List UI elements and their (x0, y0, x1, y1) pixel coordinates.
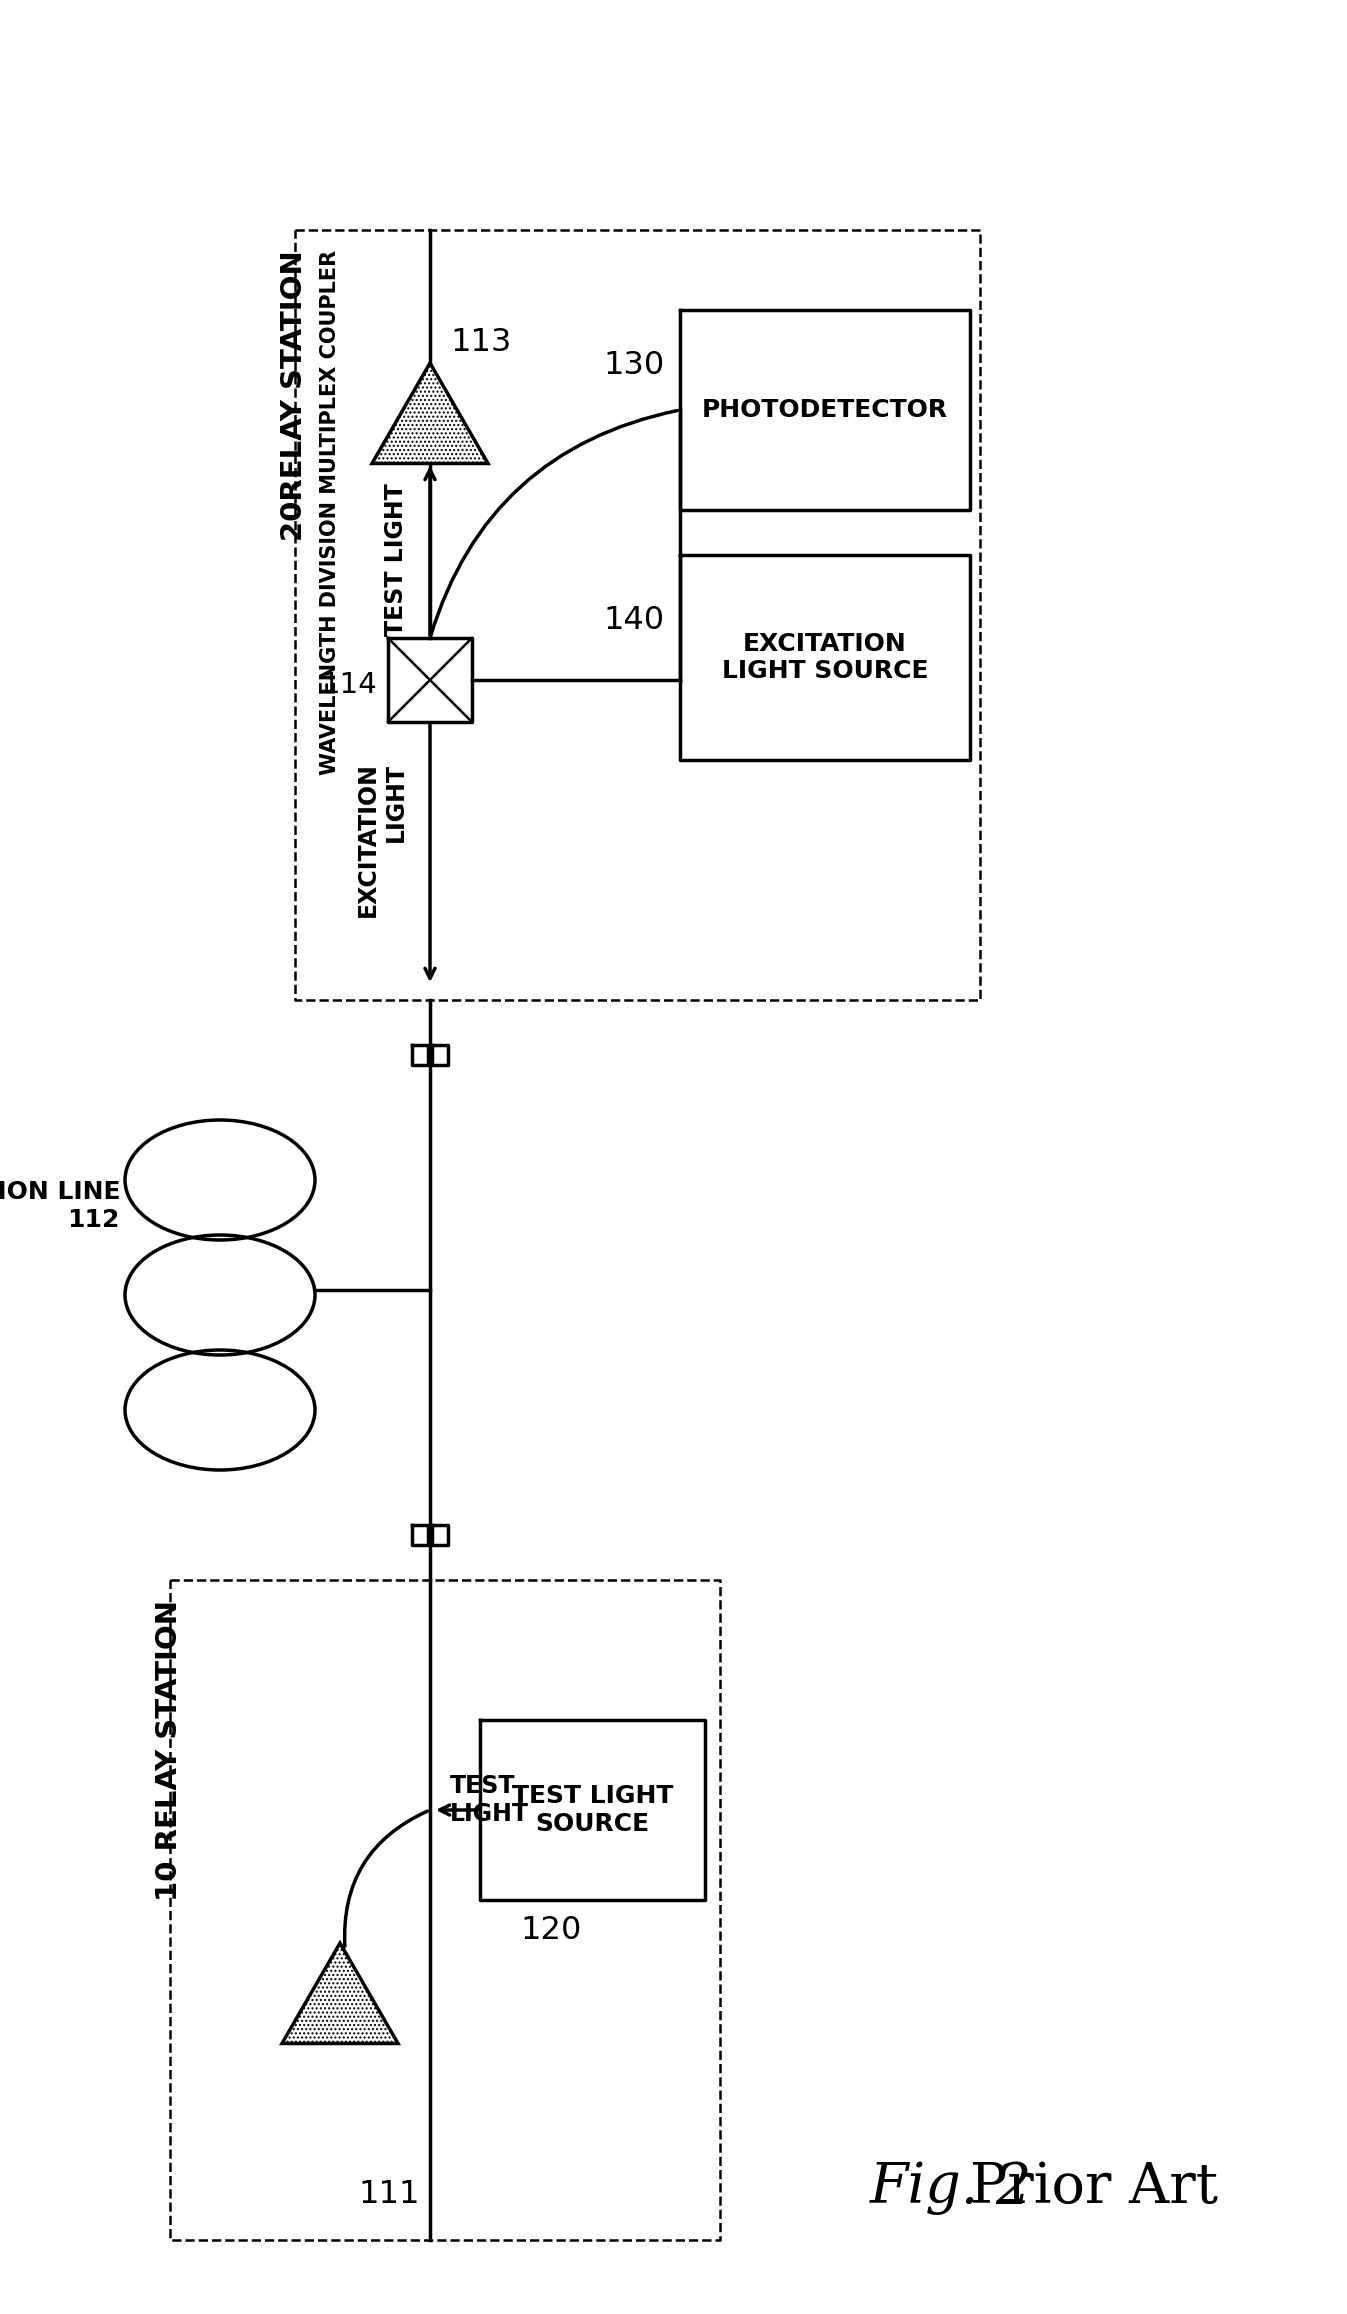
Text: 20RELAY STATION: 20RELAY STATION (280, 250, 308, 541)
Text: TEST LIGHT: TEST LIGHT (384, 484, 408, 636)
Text: WAVELENGTH DIVISION MULTIPLEX COUPLER: WAVELENGTH DIVISION MULTIPLEX COUPLER (321, 250, 339, 775)
Text: EXCITATION
LIGHT SOURCE: EXCITATION LIGHT SOURCE (722, 632, 928, 683)
Text: 130: 130 (603, 349, 665, 382)
Text: 120: 120 (520, 1916, 582, 1946)
Text: PHOTODETECTOR: PHOTODETECTOR (702, 398, 948, 421)
Text: TEST
LIGHT: TEST LIGHT (450, 1775, 529, 1826)
Text: 113: 113 (450, 326, 512, 359)
Text: TRANSMISSION LINE
112: TRANSMISSION LINE 112 (0, 1180, 120, 1231)
Text: 140: 140 (603, 604, 665, 636)
Polygon shape (282, 1944, 397, 2043)
Text: EXCITATION
LIGHT: EXCITATION LIGHT (356, 764, 408, 916)
Text: Fig. 2: Fig. 2 (870, 2159, 1049, 2214)
Polygon shape (372, 363, 488, 463)
Text: TEST LIGHT
SOURCE: TEST LIGHT SOURCE (512, 1784, 674, 1835)
Text: 114: 114 (322, 671, 379, 699)
Text: Prior Art: Prior Art (970, 2159, 1218, 2214)
Text: 111: 111 (358, 2180, 420, 2210)
Text: 10 RELAY STATION: 10 RELAY STATION (155, 1599, 183, 1902)
